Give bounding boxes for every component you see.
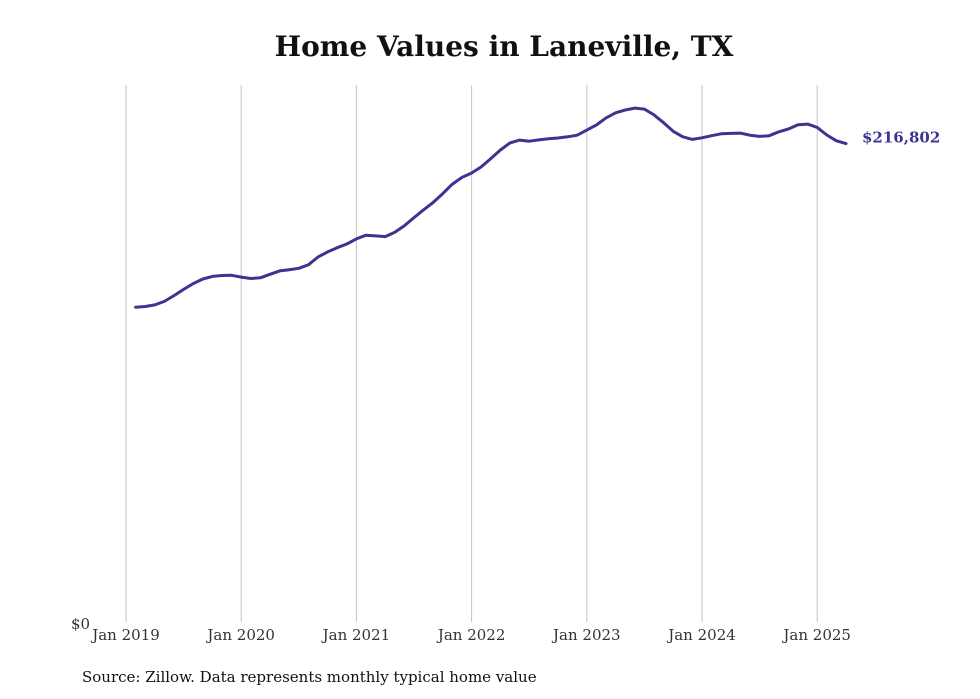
- x-tick-label: Jan 2022: [436, 626, 506, 644]
- y-tick-label: $0: [71, 615, 90, 633]
- series-line: [134, 106, 848, 309]
- labels-layer: Jan 2019 Jan 2020 Jan 2021 Jan 2022 Jan 2023…: [71, 129, 940, 644]
- x-tick-label: Jan 2025: [781, 626, 851, 644]
- x-tick-label: Jan 2023: [551, 626, 621, 644]
- x-tick-label: Jan 2019: [90, 626, 160, 644]
- x-tick-label: Jan 2024: [666, 626, 736, 644]
- x-tick-label: Jan 2020: [205, 626, 275, 644]
- chart-title: Home Values in Laneville, TX: [274, 30, 734, 63]
- line-chart: Jan 2019 Jan 2020 Jan 2021 Jan 2022 Jan 2023…: [71, 85, 940, 644]
- series-layer: [134, 106, 848, 309]
- gridlines: [125, 85, 818, 622]
- source-note: Source: Zillow. Data represents monthly …: [82, 668, 537, 686]
- x-tick-label: Jan 2021: [321, 626, 391, 644]
- end-value-label: $216,802: [862, 129, 940, 147]
